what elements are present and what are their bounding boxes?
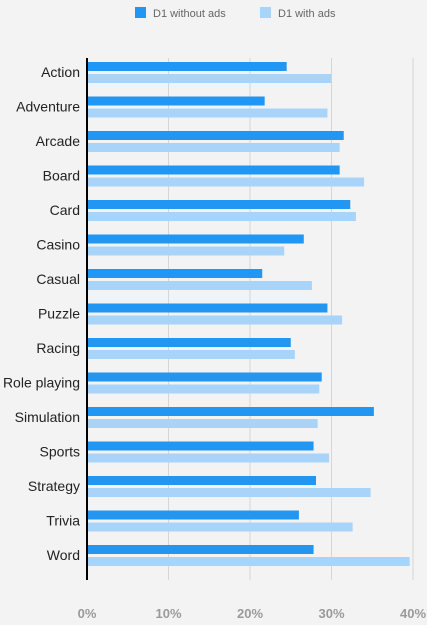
bar <box>87 488 371 497</box>
bar <box>87 200 351 209</box>
bar <box>87 315 343 325</box>
x-tick-label: 20% <box>237 606 263 621</box>
category-label: Board <box>43 168 80 184</box>
bar <box>87 143 340 152</box>
bar <box>87 246 285 256</box>
bar <box>87 177 365 187</box>
bar <box>87 96 265 106</box>
category-label: Arcade <box>36 133 81 149</box>
bar <box>87 522 353 532</box>
bar <box>87 212 356 221</box>
bar <box>87 62 287 71</box>
bar <box>87 419 318 428</box>
bar <box>87 281 312 290</box>
bar <box>87 108 328 118</box>
legend-swatch <box>135 7 146 18</box>
x-tick-labels: 0% 10% 20% 30% 40% <box>78 606 427 621</box>
x-tick-label: 10% <box>155 606 181 621</box>
bar <box>87 74 332 83</box>
bar <box>87 234 304 244</box>
bar <box>87 165 340 175</box>
bar <box>87 350 295 359</box>
x-tick-label: 40% <box>400 606 426 621</box>
category-label: Sports <box>40 444 80 460</box>
legend-swatch <box>260 7 271 18</box>
bar <box>87 303 328 313</box>
bar <box>87 557 410 566</box>
legend: D1 without ads D1 with ads <box>135 7 336 20</box>
legend-label: D1 with ads <box>278 8 336 20</box>
bar <box>87 131 344 140</box>
category-label: Trivia <box>46 513 80 529</box>
bar <box>87 338 291 347</box>
bar <box>87 384 320 394</box>
bar <box>87 545 314 554</box>
category-label: Role playing <box>3 375 80 391</box>
bars <box>87 62 410 566</box>
bar <box>87 453 330 463</box>
legend-label: D1 without ads <box>153 8 226 20</box>
category-label: Strategy <box>28 478 80 494</box>
category-label: Racing <box>36 340 80 356</box>
category-label: Word <box>47 547 80 563</box>
category-labels: Action Adventure Arcade Board Card Casino Casu… <box>3 64 80 563</box>
bar <box>87 269 263 278</box>
category-label: Casino <box>36 237 80 253</box>
bar <box>87 407 374 416</box>
bar <box>87 510 299 520</box>
bar <box>87 476 317 485</box>
category-label: Adventure <box>16 99 80 115</box>
bar <box>87 441 314 451</box>
x-tick-label: 30% <box>318 606 344 621</box>
category-label: Puzzle <box>38 306 80 322</box>
category-label: Simulation <box>15 409 80 425</box>
category-label: Action <box>41 64 80 80</box>
x-tick-label: 0% <box>78 606 97 621</box>
bar <box>87 372 322 382</box>
category-label: Casual <box>36 271 80 287</box>
category-label: Card <box>50 202 80 218</box>
